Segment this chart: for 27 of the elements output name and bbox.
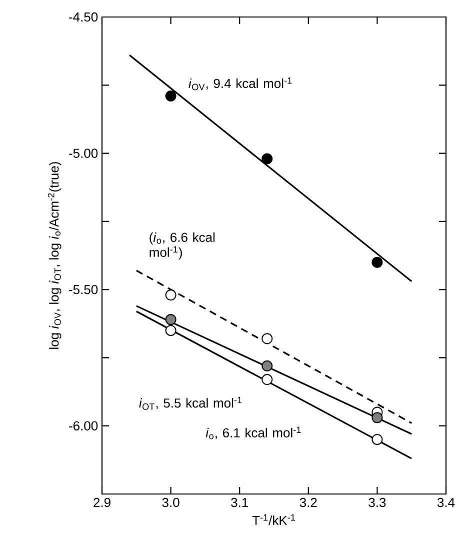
- annotation: i$_{OT}$, 5.5 kcal mol$^{-1}$: [139, 396, 242, 410]
- annotation: i$_{OV}$, 9.4 kcal mol$^{-1}$: [188, 77, 292, 90]
- x-tick-label: 2.9: [94, 498, 110, 508]
- point: [165, 90, 176, 102]
- annotation: i$_{o}$, 6.1 kcal mol$^{-1}$: [206, 426, 301, 440]
- x-tick-label: 3.2: [300, 498, 317, 508]
- x-tick-label: 3.0: [162, 498, 180, 508]
- point: [372, 434, 383, 445]
- y-tick-label: -5.50: [69, 284, 98, 294]
- point: [372, 256, 383, 268]
- y-tick-label: -5.00: [69, 148, 98, 158]
- x-axis-title: T$^{-1}$/kK$^{-1}$: [252, 514, 295, 526]
- point: [262, 374, 273, 386]
- y-tick-label: -6.00: [69, 421, 98, 430]
- annotation: (i$_{o}$, 6.6 kcal mol$^{-1}$): [150, 232, 215, 260]
- point: [165, 314, 176, 326]
- point: [262, 360, 273, 372]
- x-tick-label: 3.4: [437, 498, 455, 508]
- point: [372, 412, 383, 424]
- y-tick-label: -4.50: [69, 12, 98, 22]
- x-tick-label: 3.3: [368, 498, 386, 508]
- point: [165, 290, 176, 301]
- x-tick-label: 3.1: [231, 498, 248, 508]
- point: [262, 333, 273, 344]
- point: [262, 153, 273, 164]
- point: [165, 324, 176, 336]
- text: log i$_{OV}$, log i$_{OT}$, log i$_{o}$/Acm$^{-2}$(true): [48, 162, 62, 349]
